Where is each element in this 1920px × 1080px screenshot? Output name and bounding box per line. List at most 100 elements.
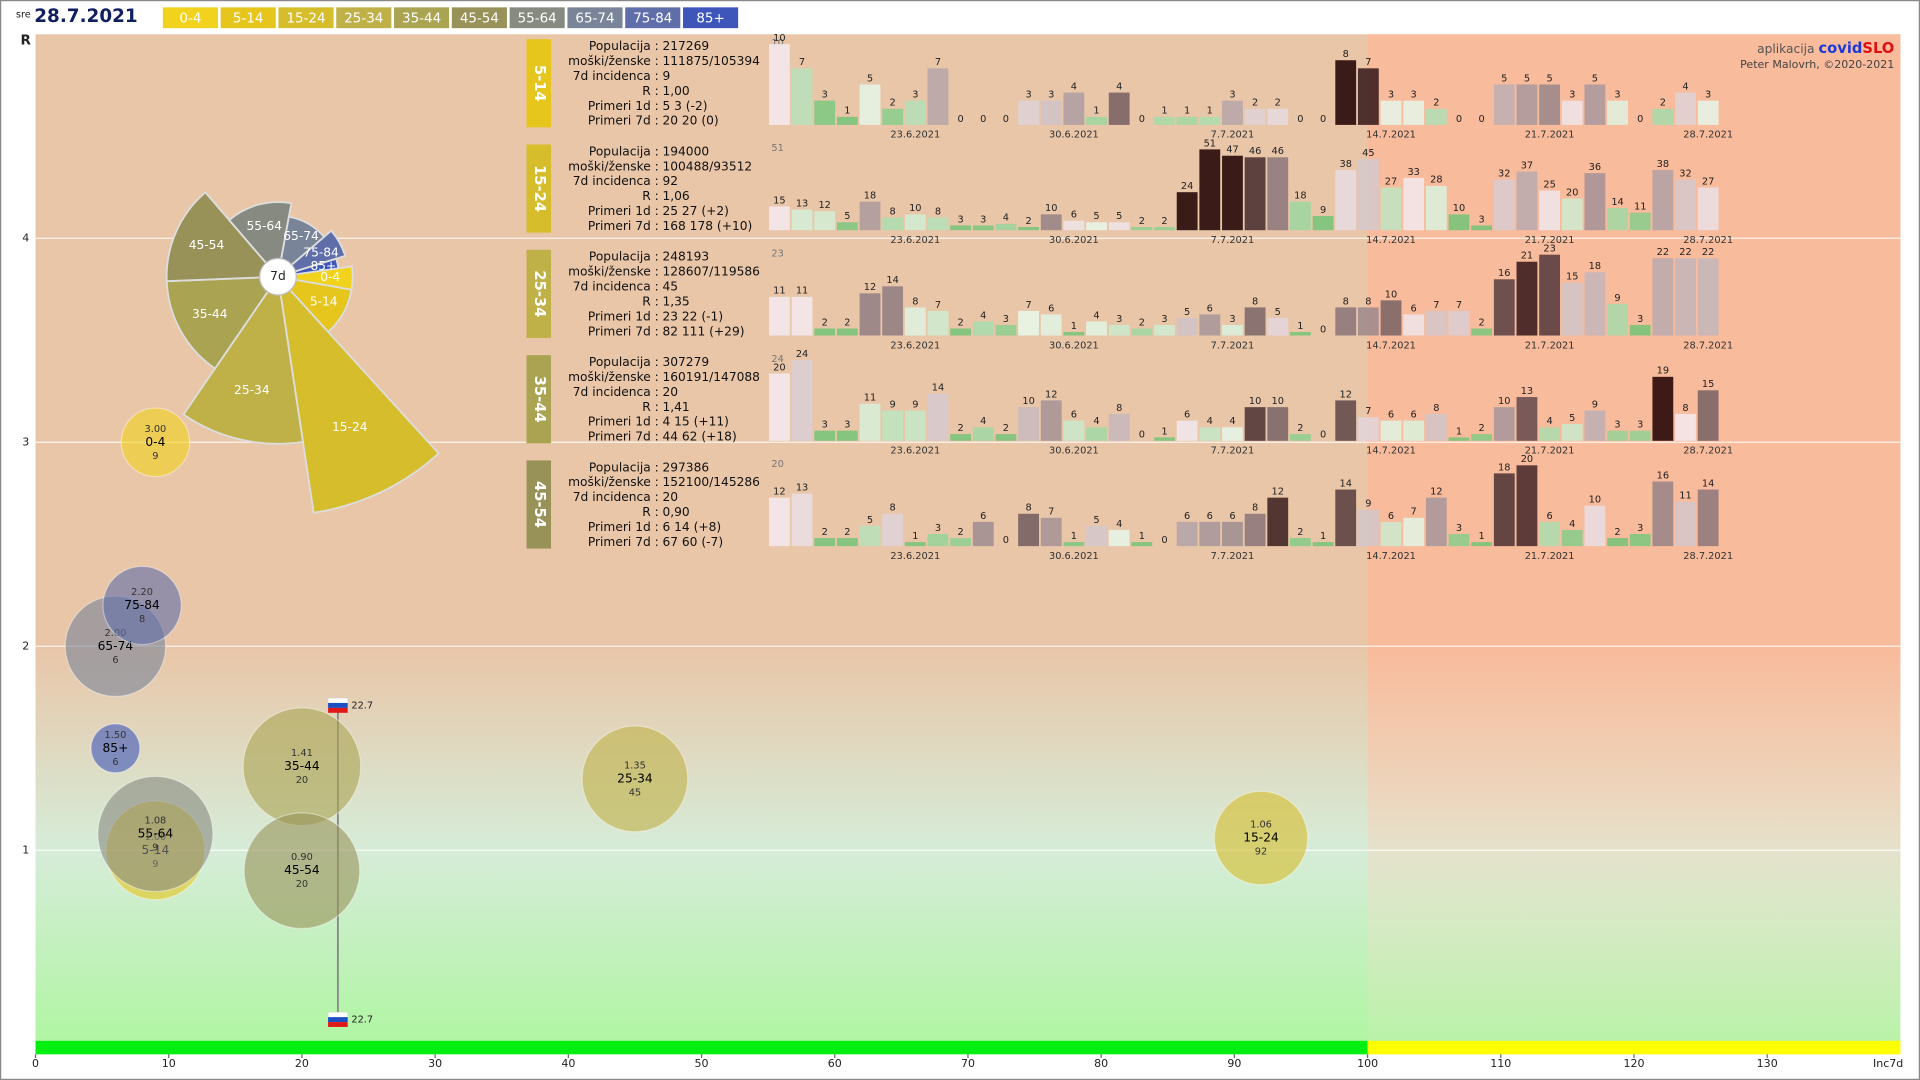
date-label: 28.7.2021 <box>1683 130 1733 141</box>
info-value: 0,90 <box>662 505 689 519</box>
bar-label: 1 <box>1207 106 1213 117</box>
legend-label: 75-84 <box>633 11 672 26</box>
bar-label: 0 <box>1139 114 1145 125</box>
bar <box>1403 314 1425 336</box>
bar-label: 47 <box>1226 145 1238 156</box>
bar-label: 1 <box>1071 321 1077 332</box>
bar-label: 3 <box>935 523 941 534</box>
bar-label: 3 <box>1614 420 1620 431</box>
bar <box>859 525 881 547</box>
date-label: 30.6.2021 <box>1049 130 1099 141</box>
bar-label: 14 <box>1702 478 1714 489</box>
bar-label: 1 <box>1161 106 1167 117</box>
bar <box>1539 84 1560 125</box>
bar <box>1539 254 1560 336</box>
bar-label: 20 <box>1521 454 1533 465</box>
bar <box>950 328 972 336</box>
bar <box>1652 481 1674 547</box>
x-tick-label: 40 <box>561 1057 575 1070</box>
bar <box>927 310 949 336</box>
bar-label: 7 <box>799 57 805 68</box>
bar <box>1380 100 1402 125</box>
bar-label: 11 <box>773 286 785 297</box>
bar-label: 6 <box>980 511 986 522</box>
bar <box>882 286 904 336</box>
bar <box>1154 324 1175 336</box>
bar-label: 2 <box>1161 216 1167 227</box>
bar <box>995 223 1017 231</box>
bar-label: 3 <box>1229 314 1235 325</box>
bar-label: 3 <box>822 90 828 101</box>
bar-label: 1 <box>1139 531 1145 542</box>
bar-label: 6 <box>1411 409 1417 420</box>
bar-label: 10 <box>1249 396 1261 407</box>
bar <box>1584 505 1606 547</box>
bar <box>1629 212 1651 231</box>
bar-label: 4 <box>1546 416 1552 427</box>
bar <box>972 427 994 441</box>
info-label: Primeri 1d : <box>588 415 659 429</box>
bar <box>1154 227 1175 231</box>
rose-center-label: 7d <box>270 269 286 283</box>
bar-label: 2 <box>1025 216 1031 227</box>
bar-label: 6 <box>1048 303 1054 314</box>
bar-label: 11 <box>1679 491 1691 502</box>
bar-label: 0 <box>1003 114 1009 125</box>
flag-stripe <box>327 1012 348 1018</box>
bar-label: 8 <box>890 503 896 514</box>
info-label: moški/ženske : <box>568 54 659 68</box>
bar <box>950 434 972 441</box>
flag <box>327 1012 348 1027</box>
bar <box>1584 84 1606 125</box>
rose-sector <box>165 191 280 283</box>
rose-label: 35-44 <box>192 307 228 321</box>
bar-label: 18 <box>1294 191 1306 202</box>
group-tab-label: 45-54 <box>531 481 548 528</box>
app-label: aplikacija <box>1757 41 1814 55</box>
bar <box>1448 310 1470 336</box>
bar-label: 6 <box>1071 409 1077 420</box>
bar-label: 2 <box>1139 317 1145 328</box>
bar <box>836 222 858 231</box>
date-label: 14.7.2021 <box>1366 551 1416 562</box>
panel-max: 24 <box>771 354 783 365</box>
bar <box>904 410 926 441</box>
bar <box>1108 529 1130 547</box>
bar <box>1403 100 1425 125</box>
info-label: Primeri 7d : <box>588 114 659 128</box>
bar <box>1675 501 1696 547</box>
bar-label: 2 <box>1275 98 1281 109</box>
bar-label: 18 <box>864 191 876 202</box>
bar-label: 5 <box>867 73 873 84</box>
bar <box>1403 517 1425 547</box>
overall-label: 22.7 <box>351 1015 373 1026</box>
legend-label: 25-34 <box>344 11 383 26</box>
bar <box>1222 521 1243 547</box>
bar-label: 12 <box>1045 389 1057 400</box>
bar-label: 10 <box>1045 203 1057 214</box>
bar <box>1018 227 1039 231</box>
rose-label: 75-84 <box>303 245 339 259</box>
bar <box>1561 423 1583 441</box>
bar <box>1652 108 1674 125</box>
bar-label: 0 <box>980 114 986 125</box>
bar-label: 8 <box>935 206 941 217</box>
bubble-r: 1.41 <box>291 748 313 759</box>
bubble-name: 0-4 <box>145 435 165 449</box>
bar <box>972 521 994 547</box>
bar <box>1425 108 1447 125</box>
bar-label: 1 <box>1093 106 1099 117</box>
bar <box>1516 171 1538 231</box>
info-value: 25 27 (+2) <box>662 204 729 218</box>
bar-label: 0 <box>1320 324 1326 335</box>
info-value: 152100/145286 <box>662 475 760 489</box>
bar <box>1357 307 1379 336</box>
info-value: 20 <box>662 385 678 399</box>
bar <box>791 68 813 125</box>
bar <box>1675 92 1696 125</box>
bar-label: 12 <box>864 282 876 293</box>
x-tick-label: 130 <box>1757 1057 1778 1070</box>
bar-label: 2 <box>822 317 828 328</box>
info-label: R : <box>642 189 659 203</box>
